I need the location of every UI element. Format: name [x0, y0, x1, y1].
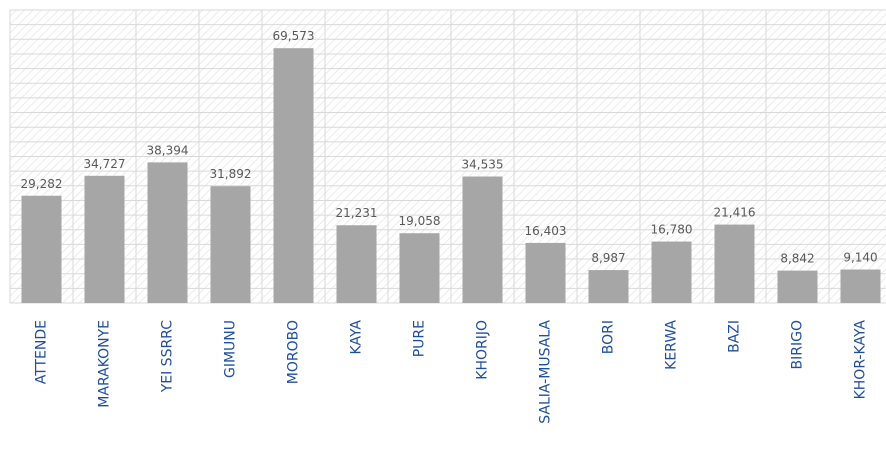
- value-label: 21,231: [336, 206, 378, 220]
- category-label: BORI: [601, 320, 617, 354]
- value-label: 34,727: [84, 157, 126, 171]
- bar: [714, 224, 755, 303]
- bar: [651, 241, 692, 303]
- value-labels: 29,282 34,727 38,394 31,892 69,573 21,231 19,0…: [21, 29, 878, 265]
- bar: [210, 186, 251, 303]
- bar: [399, 233, 440, 303]
- value-label: 8,987: [591, 251, 625, 265]
- grid-lines: [9, 9, 886, 304]
- category-label: KHOR-KAYA: [853, 320, 869, 400]
- category-label: KAYA: [349, 320, 365, 355]
- value-label: 34,535: [462, 158, 504, 172]
- value-label: 38,394: [147, 143, 189, 157]
- bar: [21, 195, 62, 303]
- value-label: 19,058: [399, 214, 441, 228]
- category-label: MARAKONYE: [97, 320, 113, 408]
- category-label: YEI SSRRC: [160, 320, 176, 394]
- bar: [525, 242, 566, 303]
- value-label: 16,403: [525, 224, 567, 238]
- bar: [273, 48, 314, 303]
- bars: [21, 48, 881, 303]
- category-labels: ATTENDE MARAKONYE YEI SSRRC GIMUNU MOROBO KAY…: [34, 320, 869, 424]
- category-label: GIMUNU: [223, 320, 239, 378]
- bar: [840, 269, 881, 303]
- category-label: PURE: [412, 320, 428, 357]
- bar: [588, 270, 629, 303]
- category-label: BAZI: [727, 320, 743, 353]
- value-label: 29,282: [21, 177, 63, 191]
- value-label: 8,842: [780, 252, 814, 266]
- value-label: 9,140: [843, 251, 877, 265]
- category-label: KHORIJO: [475, 320, 491, 380]
- bar: [336, 225, 377, 303]
- category-label: ATTENDE: [34, 320, 50, 384]
- category-label: KERWA: [664, 320, 680, 370]
- value-label: 31,892: [210, 167, 252, 181]
- value-label: 16,780: [651, 223, 693, 237]
- category-label: SALIA-MUSALA: [538, 320, 554, 424]
- category-label: MOROBO: [286, 320, 302, 384]
- bar: [462, 176, 503, 303]
- value-label: 69,573: [273, 29, 315, 43]
- category-label: BIRIGO: [790, 320, 806, 369]
- bar: [84, 175, 125, 303]
- bar: [147, 162, 188, 303]
- bar: [777, 270, 818, 303]
- value-label: 21,416: [714, 206, 756, 220]
